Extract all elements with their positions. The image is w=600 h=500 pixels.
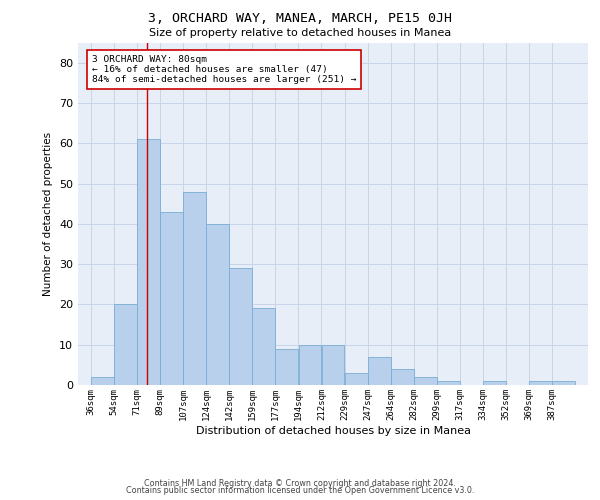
- Text: 3, ORCHARD WAY, MANEA, MARCH, PE15 0JH: 3, ORCHARD WAY, MANEA, MARCH, PE15 0JH: [148, 12, 452, 26]
- Text: Contains public sector information licensed under the Open Government Licence v3: Contains public sector information licen…: [126, 486, 474, 495]
- Bar: [91, 377, 113, 385]
- Bar: [137, 139, 160, 385]
- Bar: [229, 268, 252, 385]
- Text: Size of property relative to detached houses in Manea: Size of property relative to detached ho…: [149, 28, 451, 38]
- Bar: [368, 357, 391, 385]
- Bar: [391, 369, 413, 385]
- Bar: [553, 381, 575, 385]
- Text: 3 ORCHARD WAY: 80sqm
← 16% of detached houses are smaller (47)
84% of semi-detac: 3 ORCHARD WAY: 80sqm ← 16% of detached h…: [92, 54, 356, 84]
- Bar: [322, 344, 344, 385]
- Bar: [160, 212, 183, 385]
- Bar: [414, 377, 437, 385]
- Y-axis label: Number of detached properties: Number of detached properties: [43, 132, 53, 296]
- Text: Contains HM Land Registry data © Crown copyright and database right 2024.: Contains HM Land Registry data © Crown c…: [144, 478, 456, 488]
- Bar: [114, 304, 137, 385]
- X-axis label: Distribution of detached houses by size in Manea: Distribution of detached houses by size …: [196, 426, 470, 436]
- Bar: [299, 344, 322, 385]
- Bar: [275, 348, 298, 385]
- Bar: [437, 381, 460, 385]
- Bar: [529, 381, 552, 385]
- Bar: [483, 381, 506, 385]
- Bar: [344, 373, 367, 385]
- Bar: [206, 224, 229, 385]
- Bar: [253, 308, 275, 385]
- Bar: [183, 192, 206, 385]
